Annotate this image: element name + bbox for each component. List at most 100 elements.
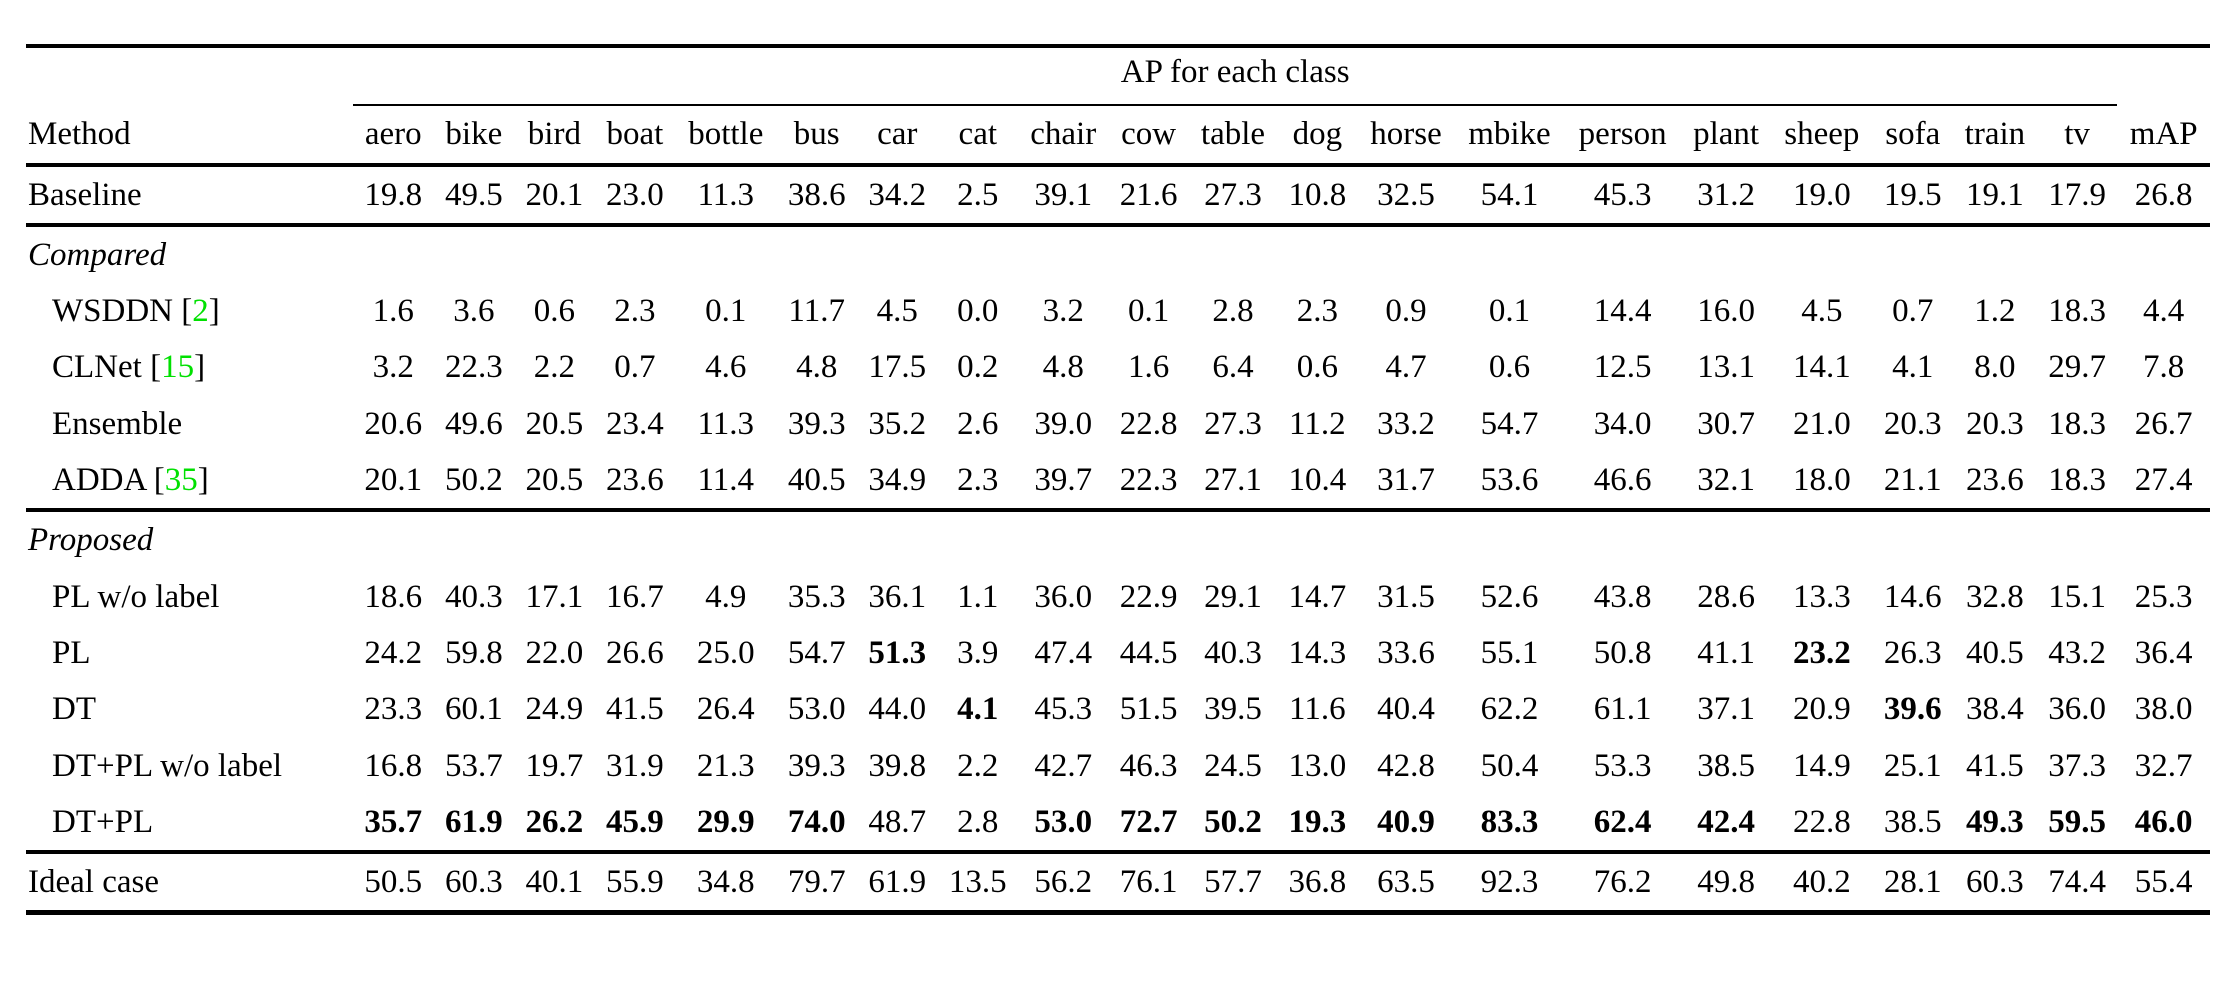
ap-value-cell: 20.3 (1966, 405, 2024, 442)
ap-value-cell: 34.2 (868, 176, 927, 213)
citation-number: 15 (161, 349, 195, 386)
ap-value-cell: 19.1 (1966, 176, 2024, 213)
ap-value-cell: 37.3 (2048, 747, 2106, 784)
ap-value-cell: 53.3 (1593, 747, 1652, 784)
map-value-cell: 26.7 (2134, 405, 2193, 442)
ap-value-cell: 21.1 (1883, 462, 1942, 499)
ap-value-cell: 55.9 (594, 850, 676, 913)
section-label: Proposed (26, 508, 2210, 569)
ap-value-cell: 0.7 (614, 349, 656, 386)
ap-value-cell: 53.0 (787, 691, 846, 728)
ap-value-cell: 0.7 (1892, 293, 1934, 330)
ap-value-cell: 61.1 (1593, 691, 1652, 728)
method-cell: Ideal case (26, 850, 353, 913)
ap-value-cell: 46.3 (1119, 747, 1178, 784)
ap-value-cell: 24.9 (525, 691, 584, 728)
ap-value-cell: 44.5 (1119, 634, 1178, 671)
ap-value-cell: 2.2 (957, 747, 999, 784)
map-value-cell: 26.8 (2134, 176, 2193, 213)
ap-value-cell: 26.6 (606, 634, 664, 671)
group-header-row: AP for each class (26, 46, 2210, 107)
method-column-header: Method (26, 105, 353, 167)
ap-value-cell: 32.5 (1377, 176, 1435, 213)
ap-value-cell: 14.6 (1883, 578, 1942, 615)
method-cell: DT+PL (52, 803, 154, 840)
ap-value-cell: 35.2 (868, 405, 927, 442)
ap-value-cell: 16.8 (364, 747, 423, 784)
ap-value-cell: 19.0 (1792, 176, 1851, 213)
ap-value-cell: 14.7 (1288, 578, 1347, 615)
ap-value-cell: 4.8 (796, 349, 838, 386)
class-column-header: mbike (1454, 105, 1565, 167)
table-body: Baseline 19.8 49.5 20.1 23.0 11.3 38.6 34.2 2.5 3… (26, 165, 2210, 913)
ap-value-cell: 60.3 (433, 850, 515, 913)
ap-value-cell: 22.9 (1119, 578, 1178, 615)
ap-value-cell: 63.5 (1357, 850, 1455, 913)
ap-value-cell: 17.5 (868, 349, 927, 386)
ap-value-cell: 0.1 (705, 293, 747, 330)
ap-value-cell: 34.9 (868, 462, 927, 499)
method-cell: Ensemble (52, 405, 183, 442)
ap-value-cell: 2.2 (533, 349, 575, 386)
ap-value-cell: 39.8 (868, 747, 927, 784)
ap-value-cell: 25.0 (696, 634, 755, 671)
ap-value-cell: 0.2 (957, 349, 999, 386)
ap-value-cell: 36.1 (868, 578, 927, 615)
ap-value-cell: 40.9 (1377, 803, 1435, 840)
ap-value-cell: 6.4 (1212, 349, 1254, 386)
ap-value-cell: 11.7 (788, 293, 845, 330)
ap-value-cell: 10.4 (1288, 462, 1347, 499)
ap-value-cell: 31.5 (1377, 578, 1435, 615)
map-value-cell: 4.4 (2143, 293, 2185, 330)
map-value-cell: 25.3 (2134, 578, 2193, 615)
ap-value-cell: 49.8 (1680, 850, 1772, 913)
ap-value-cell: 11.3 (697, 176, 755, 213)
ap-value-cell: 26.3 (1883, 634, 1942, 671)
ap-value-cell: 18.6 (364, 578, 423, 615)
class-column-header: bird (514, 105, 595, 167)
ap-value-cell: 62.2 (1480, 691, 1539, 728)
ap-value-cell: 41.5 (1966, 747, 2024, 784)
ap-value-cell: 54.7 (787, 634, 846, 671)
class-column-header: cow (1108, 105, 1189, 167)
ap-value-cell: 31.2 (1697, 176, 1755, 213)
ap-value-cell: 0.6 (1488, 349, 1531, 386)
ap-value-cell: 39.1 (1034, 176, 1093, 213)
citation-number: 2 (192, 293, 209, 330)
class-column-header: dog (1277, 105, 1358, 167)
ap-value-cell: 42.8 (1377, 747, 1435, 784)
ap-value-cell: 30.7 (1697, 405, 1755, 442)
ap-value-cell: 11.3 (697, 405, 755, 442)
ap-value-cell: 21.3 (696, 747, 755, 784)
ap-value-cell: 0.1 (1488, 293, 1531, 330)
ap-value-cell: 4.5 (876, 293, 918, 330)
ap-value-cell: 49.3 (1966, 803, 2024, 840)
ap-value-cell: 60.3 (1953, 850, 2037, 913)
ap-value-cell: 8.0 (1974, 349, 2016, 386)
ap-value-cell: 53.6 (1480, 462, 1539, 499)
table-row: DT 23.3 60.1 24.9 41.5 26.4 53.0 44.0 4.1 45.3 51.… (26, 681, 2210, 737)
ap-value-cell: 2.3 (1296, 293, 1338, 330)
ap-value-cell: 14.1 (1792, 349, 1851, 386)
method-cell: PL w/o label (52, 578, 220, 615)
table-row: PL 24.2 59.8 22.0 26.6 25.0 54.7 51.3 3.9 47.4 44.… (26, 625, 2210, 681)
ap-value-cell: 76.2 (1564, 850, 1681, 913)
ap-value-cell: 19.5 (1883, 176, 1942, 213)
ap-value-cell: 20.6 (364, 405, 423, 442)
ap-value-cell: 3.2 (1042, 293, 1084, 330)
ap-value-cell: 45.9 (606, 803, 664, 840)
table-row: Ensemble 20.6 49.6 20.5 23.4 11.3 39.3 35.2 2.6 3… (26, 396, 2210, 452)
ap-value-cell: 61.9 (444, 803, 503, 840)
ap-value-cell: 50.5 (353, 850, 434, 913)
ap-value-cell: 10.8 (1288, 176, 1347, 213)
ap-value-cell: 38.4 (1966, 691, 2024, 728)
corner-spacer-cell (26, 46, 353, 105)
map-value-cell: 38.0 (2134, 691, 2193, 728)
ap-value-cell: 59.8 (444, 634, 503, 671)
ap-value-cell: 34.8 (675, 850, 777, 913)
ap-value-cell: 48.7 (868, 803, 927, 840)
ap-value-cell: 76.1 (1108, 850, 1189, 913)
ap-value-cell: 50.8 (1593, 634, 1652, 671)
class-column-header: bottle (675, 105, 777, 167)
class-column-header: bike (433, 105, 515, 167)
